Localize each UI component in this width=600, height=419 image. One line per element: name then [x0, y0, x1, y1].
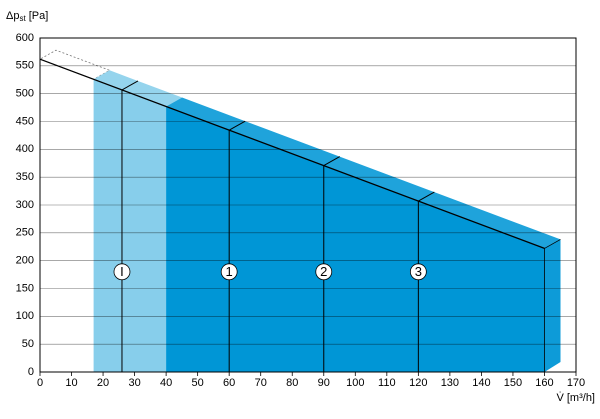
marker-label: 1: [226, 264, 233, 279]
y-tick-label: 600: [16, 32, 34, 44]
x-tick-label: 40: [160, 377, 172, 389]
x-tick-label: 120: [409, 377, 427, 389]
top-divider: [323, 156, 341, 167]
marker-label: 3: [415, 264, 422, 279]
y-tick-label: 100: [16, 310, 34, 322]
x-tick-label: 140: [472, 377, 490, 389]
x-tick-label: 100: [346, 377, 364, 389]
x-tick-label: 150: [504, 377, 522, 389]
marker: [315, 263, 333, 281]
y-tick-label: 0: [28, 366, 34, 378]
zone: [166, 106, 545, 372]
marker-label: I: [120, 264, 124, 279]
zone-top: [93, 70, 183, 107]
x-tick-label: 160: [535, 377, 553, 389]
y-tick-label: 50: [22, 338, 34, 350]
y-tick-label: 550: [16, 60, 34, 72]
top-face-outline: [39, 49, 111, 80]
y-tick-label: 200: [16, 255, 34, 267]
top-divider: [228, 120, 246, 131]
x-tick-label: 60: [223, 377, 235, 389]
top-divider: [418, 191, 435, 202]
marker: [409, 263, 427, 281]
x-tick-label: 130: [441, 377, 459, 389]
x-tick-label: 0: [37, 377, 43, 389]
y-tick-label: 500: [16, 88, 34, 100]
top-divider: [121, 80, 139, 91]
x-tick-label: 110: [378, 377, 396, 389]
x-tick-label: 90: [318, 377, 330, 389]
plot-frame: [39, 37, 577, 373]
x-tick-label: 20: [97, 377, 109, 389]
x-tick-label: 170: [567, 377, 585, 389]
x-axis-label: V̇ [m³/h]: [556, 391, 595, 404]
x-tick-label: 30: [128, 377, 140, 389]
marker: [220, 263, 238, 281]
zone-top: [166, 97, 561, 249]
x-tick-label: 70: [255, 377, 267, 389]
y-tick-label: 300: [16, 199, 34, 211]
y-tick-label: 250: [16, 227, 34, 239]
x-tick-label: 80: [286, 377, 298, 389]
y-tick-label: 400: [16, 143, 34, 155]
zone: [93, 79, 167, 373]
y-axis-label: Δpst [Pa]: [6, 10, 48, 23]
y-tick-label: 350: [16, 171, 34, 183]
x-tick-label: 50: [192, 377, 204, 389]
marker: [113, 263, 131, 281]
marker-label: 2: [320, 264, 327, 279]
y-tick-label: 150: [16, 282, 34, 294]
x-tick-label: 10: [65, 377, 77, 389]
curve: [39, 58, 545, 250]
edge: [544, 239, 561, 249]
y-tick-label: 450: [16, 115, 34, 127]
zone-side: [544, 239, 561, 372]
